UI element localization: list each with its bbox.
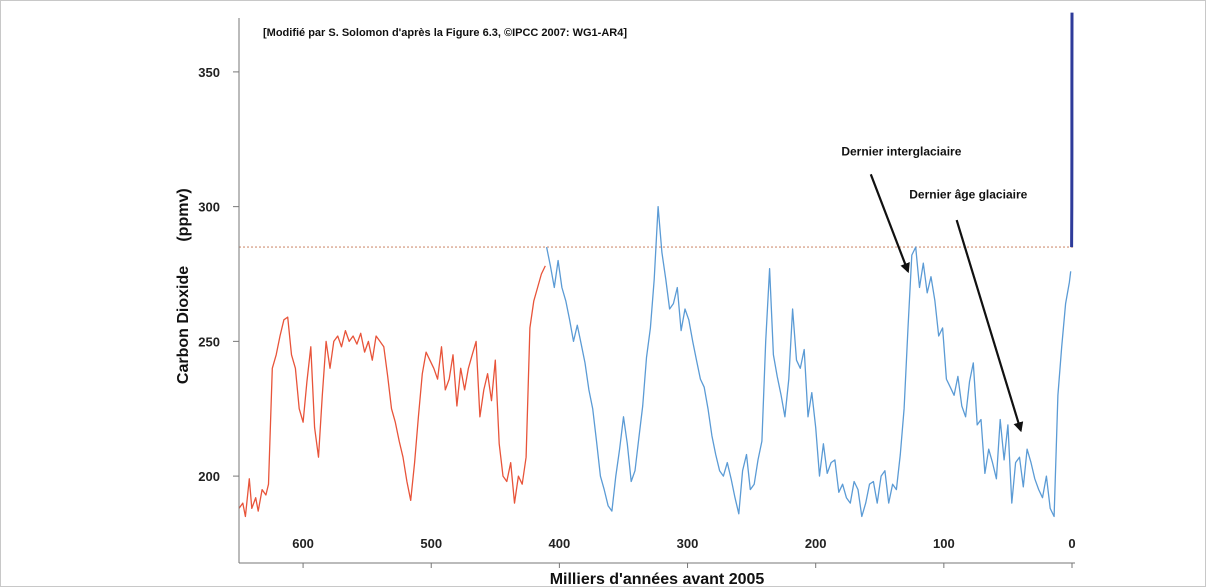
y-axis-unit: (ppmv) [175,188,192,241]
annotation-label-1: Dernier âge glaciaire [909,188,1027,202]
x-tick-label-100: 100 [933,536,955,551]
annotation-arrow-1 [955,219,1024,433]
x-tick-label-400: 400 [549,536,571,551]
y-tick-label-250: 250 [198,334,220,349]
y-tick-label-200: 200 [198,469,220,484]
y-axis-title: Carbon Dioxide [175,266,192,384]
x-axis-title: Milliers d'années avant 2005 [550,571,765,587]
annotation-arrow-0 [869,173,910,274]
chart-credit: [Modifié par S. Solomon d'après la Figur… [263,27,627,39]
series-recent [545,205,1072,518]
annotation-label-0: Dernier interglaciaire [841,144,961,158]
y-tick-label-300: 300 [198,200,220,215]
x-tick-label-300: 300 [677,536,699,551]
x-tick-label-600: 600 [292,536,314,551]
series-older [238,265,546,518]
x-tick-label-0: 0 [1068,536,1075,551]
y-tick-label-350: 350 [198,65,220,80]
x-tick-label-500: 500 [420,536,442,551]
x-tick-label-200: 200 [805,536,827,551]
